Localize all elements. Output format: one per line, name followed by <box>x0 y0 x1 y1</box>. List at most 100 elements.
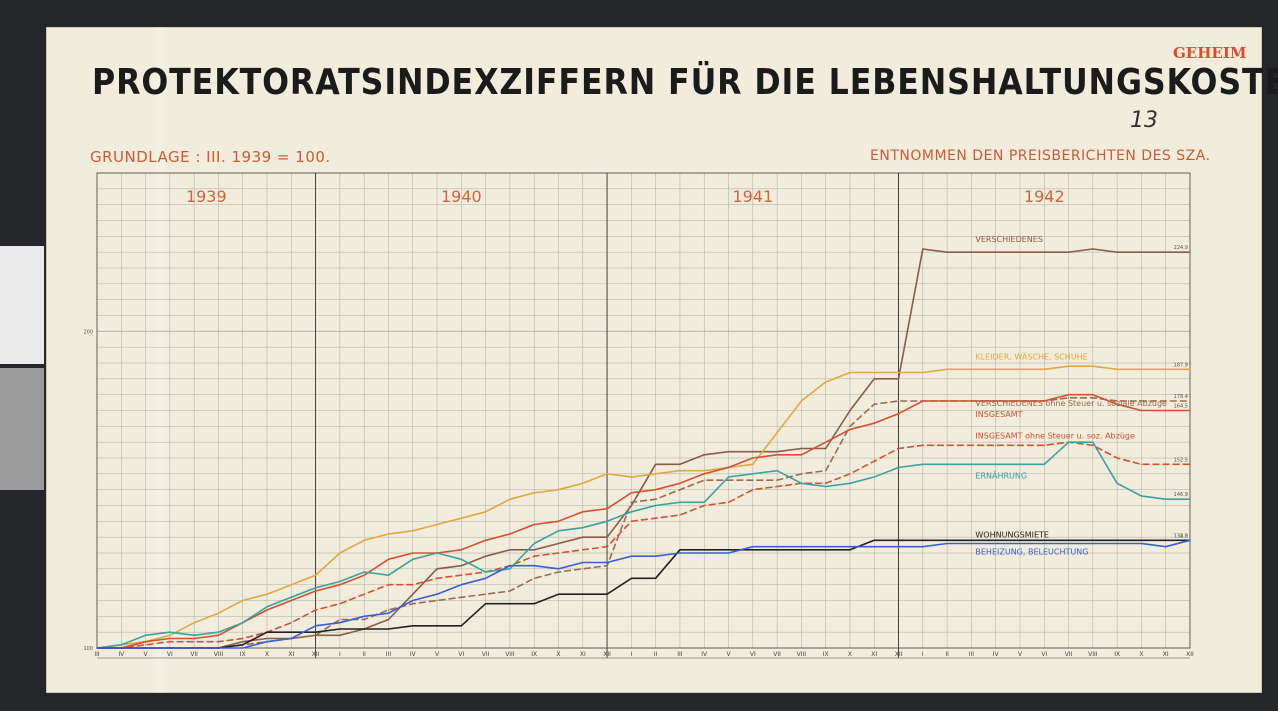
data-point <box>557 520 560 522</box>
data-point <box>193 641 195 643</box>
chart-series <box>96 248 1191 649</box>
data-point <box>460 558 462 560</box>
data-point <box>193 637 195 640</box>
data-point <box>703 504 705 507</box>
data-point <box>1140 539 1143 541</box>
data-point <box>412 625 414 627</box>
data-point <box>485 555 487 557</box>
data-point <box>387 584 390 586</box>
data-point <box>606 546 608 548</box>
data-point <box>946 539 948 541</box>
data-point <box>485 603 487 605</box>
data-point <box>630 555 632 557</box>
x-tick-label: I <box>922 651 924 658</box>
x-tick-label: IX <box>823 651 829 658</box>
data-point <box>606 561 608 564</box>
data-point <box>582 561 584 564</box>
data-point <box>1140 463 1143 465</box>
data-point <box>946 400 948 402</box>
data-point <box>800 482 802 484</box>
x-tick-label: VI <box>167 651 173 658</box>
series-labels: 224.9 187.9 178.4 164.5 152.5 146.9 134.0133.3… <box>975 235 1188 556</box>
data-point <box>897 371 900 374</box>
data-point <box>266 641 268 643</box>
x-tick-label: II <box>654 651 658 658</box>
year-label: 1939 <box>186 187 227 206</box>
data-point <box>339 584 341 586</box>
data-point <box>873 378 875 380</box>
series-line <box>96 365 1190 649</box>
data-point <box>727 549 730 551</box>
data-point <box>752 473 754 475</box>
data-point <box>655 517 657 519</box>
data-point <box>290 599 292 602</box>
x-tick-label: II <box>945 651 949 658</box>
data-point <box>266 631 268 633</box>
data-point <box>290 596 292 598</box>
data-point <box>1043 539 1045 541</box>
data-point <box>1092 542 1094 545</box>
data-point <box>825 549 827 551</box>
data-point <box>315 631 317 633</box>
x-tick-label: XII <box>895 651 903 658</box>
data-point <box>436 552 438 554</box>
data-point <box>412 552 414 554</box>
data-point <box>970 368 973 370</box>
year-label: 1940 <box>441 187 482 206</box>
data-point <box>193 634 195 636</box>
data-point <box>460 584 462 586</box>
data-point <box>290 622 292 624</box>
data-point <box>922 444 924 446</box>
x-tick-label: VII <box>190 651 198 658</box>
data-point <box>946 444 948 446</box>
data-point <box>339 634 341 636</box>
series-line <box>97 248 1190 649</box>
data-point <box>533 523 535 526</box>
year-labels: 1939 1940 1941 1942 <box>186 187 1065 206</box>
data-point <box>679 463 681 465</box>
data-point <box>873 371 875 374</box>
data-point <box>727 479 730 481</box>
data-point <box>387 574 390 576</box>
data-point <box>1019 463 1021 465</box>
background-strip <box>0 368 44 490</box>
x-tick-label: VII <box>1065 651 1073 658</box>
data-point <box>242 641 244 643</box>
x-tick-label: X <box>848 651 852 658</box>
data-point <box>873 476 875 478</box>
data-point <box>800 549 802 551</box>
data-point <box>412 558 414 560</box>
data-point <box>1116 403 1118 405</box>
x-tick-label: XI <box>288 651 294 658</box>
data-point <box>1165 498 1167 500</box>
x-tick-label: V <box>435 651 440 658</box>
data-point <box>679 482 681 484</box>
data-point <box>315 587 317 589</box>
data-point <box>363 615 365 617</box>
data-point <box>1189 400 1191 402</box>
data-point <box>873 422 875 424</box>
data-point <box>995 251 997 253</box>
data-point <box>1019 539 1021 541</box>
data-point <box>922 371 924 374</box>
data-point <box>1067 251 1070 253</box>
data-point <box>1092 539 1094 541</box>
data-point <box>242 637 244 640</box>
data-point <box>533 555 535 557</box>
data-point <box>509 533 511 535</box>
data-point <box>1165 251 1167 253</box>
data-point <box>1189 409 1191 412</box>
data-point <box>897 413 900 415</box>
data-point <box>630 501 632 503</box>
data-point <box>752 489 754 491</box>
data-point <box>460 596 462 598</box>
data-point <box>242 647 244 649</box>
data-point <box>1092 441 1094 443</box>
data-point <box>825 381 827 383</box>
x-tick-label: IX <box>531 651 537 658</box>
data-point <box>1043 400 1045 402</box>
data-point <box>1043 463 1045 465</box>
data-point <box>217 647 220 649</box>
data-point <box>1116 542 1118 545</box>
data-point <box>315 590 317 592</box>
